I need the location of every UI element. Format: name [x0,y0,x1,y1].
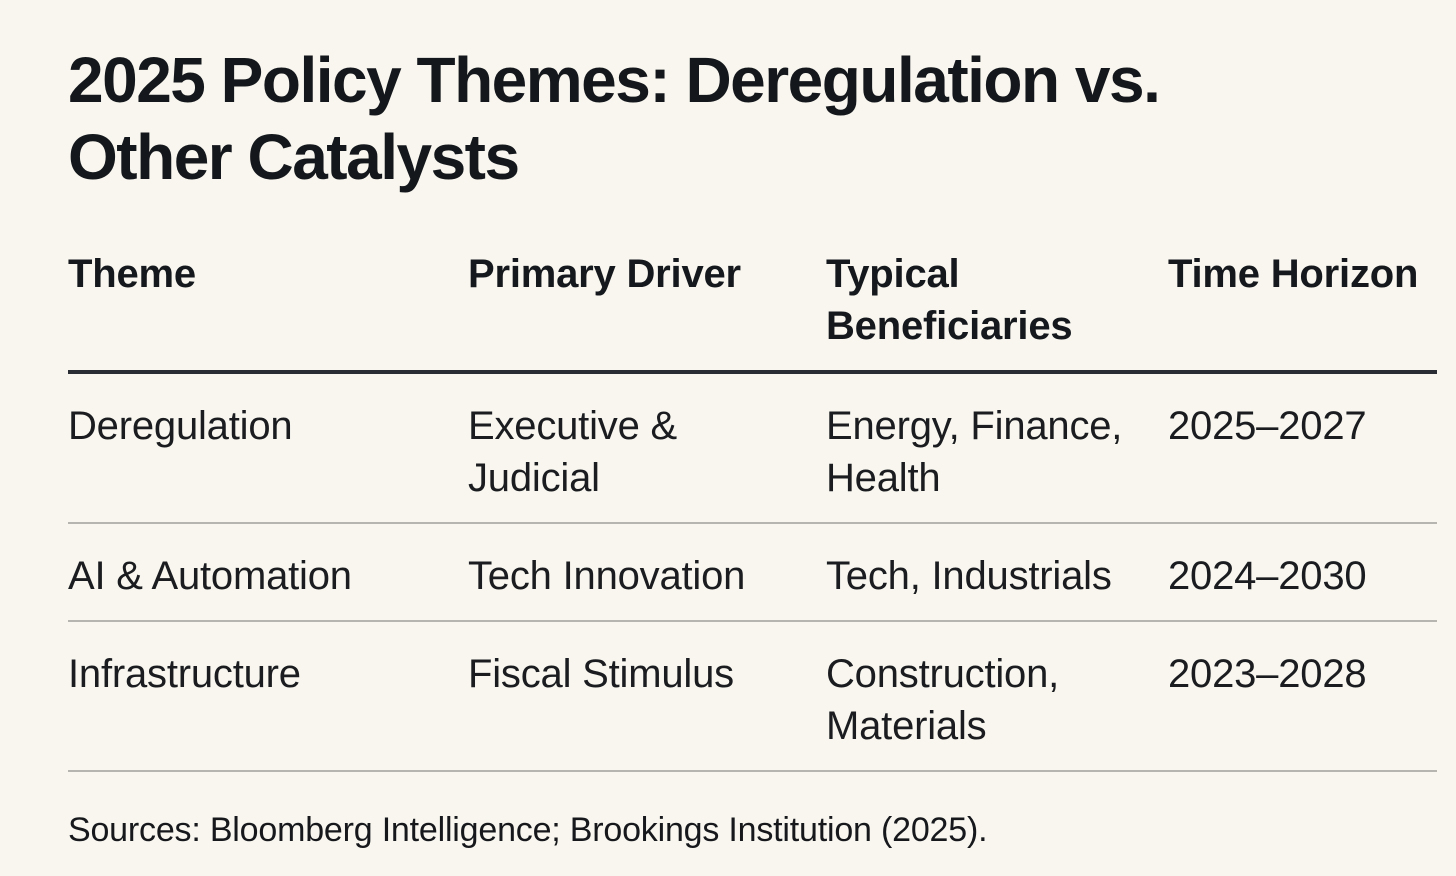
figure-title: 2025 Policy Themes: Deregulation vs. Oth… [68,44,1161,193]
table-row-ai-automation: AI & Automation Tech Innovation Tech, In… [68,524,1437,622]
cell-primary-driver: Executive & Judicial [468,403,678,500]
table-row-infrastructure: Infrastructure Fiscal Stimulus Construct… [68,622,1437,772]
column-header-typical-beneficiaries: Typical Beneficiaries [826,251,1073,348]
column-header-time-horizon: Time Horizon [1168,251,1419,296]
policy-themes-figure: 2025 Policy Themes: Deregulation vs. Oth… [0,42,1456,876]
cell-theme: AI & Automation [68,553,352,598]
cell-primary-driver: Fiscal Stimulus [468,651,734,696]
cell-time-horizon: 2023–2028 [1168,651,1367,696]
cell-theme: Infrastructure [68,651,301,696]
column-header-primary-driver: Primary Driver [468,251,741,296]
table-header-row: Theme Primary Driver Typical Beneficiari… [68,248,1437,374]
cell-primary-driver: Tech Innovation [468,553,746,598]
cell-typical-beneficiaries: Construction, Materials [826,651,1060,748]
column-header-theme: Theme [68,251,196,296]
cell-typical-beneficiaries: Energy, Finance, Health [826,403,1123,500]
cell-typical-beneficiaries: Tech, Industrials [826,553,1112,598]
cell-time-horizon: 2025–2027 [1168,403,1367,448]
cell-time-horizon: 2024–2030 [1168,553,1367,598]
table-row-deregulation: Deregulation Executive & Judicial Energy… [68,374,1437,524]
sources-note: Sources: Bloomberg Intelligence; Brookin… [68,810,988,849]
policy-themes-table: Theme Primary Driver Typical Beneficiari… [68,248,1437,772]
cell-theme: Deregulation [68,403,293,448]
